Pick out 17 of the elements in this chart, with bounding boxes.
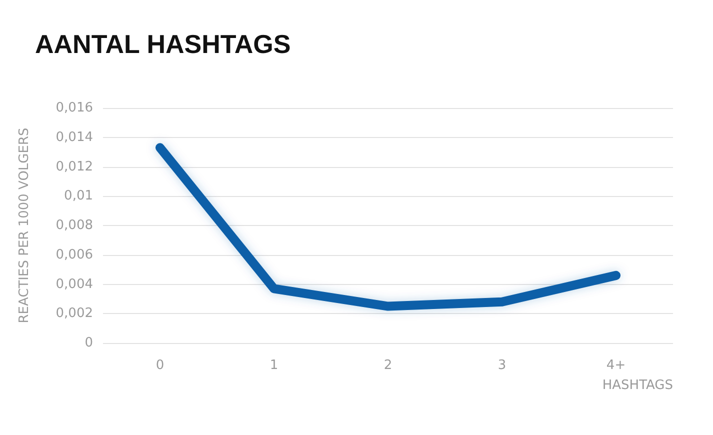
- x-tick-label: 3: [498, 358, 506, 373]
- y-tick-label: 0,008: [56, 218, 93, 233]
- x-tick-label: 2: [384, 358, 392, 373]
- y-axis-title: REACTIES PER 1000 VOLGERS: [17, 128, 32, 324]
- y-tick-label: 0,012: [56, 159, 93, 174]
- y-tick-label: 0,006: [56, 247, 93, 262]
- y-tick-label: 0,002: [56, 306, 93, 322]
- x-tick-label: 0: [156, 358, 164, 373]
- y-tick-label: 0,01: [64, 188, 93, 204]
- chart-title: AANTAL HASHTAGS: [35, 29, 291, 59]
- y-tick-label: 0,004: [56, 276, 93, 292]
- y-tick-label: 0: [84, 336, 93, 350]
- x-tick-label: 4+: [606, 358, 626, 373]
- y-tick-label: 0,016: [56, 100, 93, 116]
- y-tick-label: 0,014: [56, 130, 93, 145]
- x-axis-title: HASHTAGS: [602, 378, 673, 393]
- x-tick-label: 1: [270, 358, 278, 373]
